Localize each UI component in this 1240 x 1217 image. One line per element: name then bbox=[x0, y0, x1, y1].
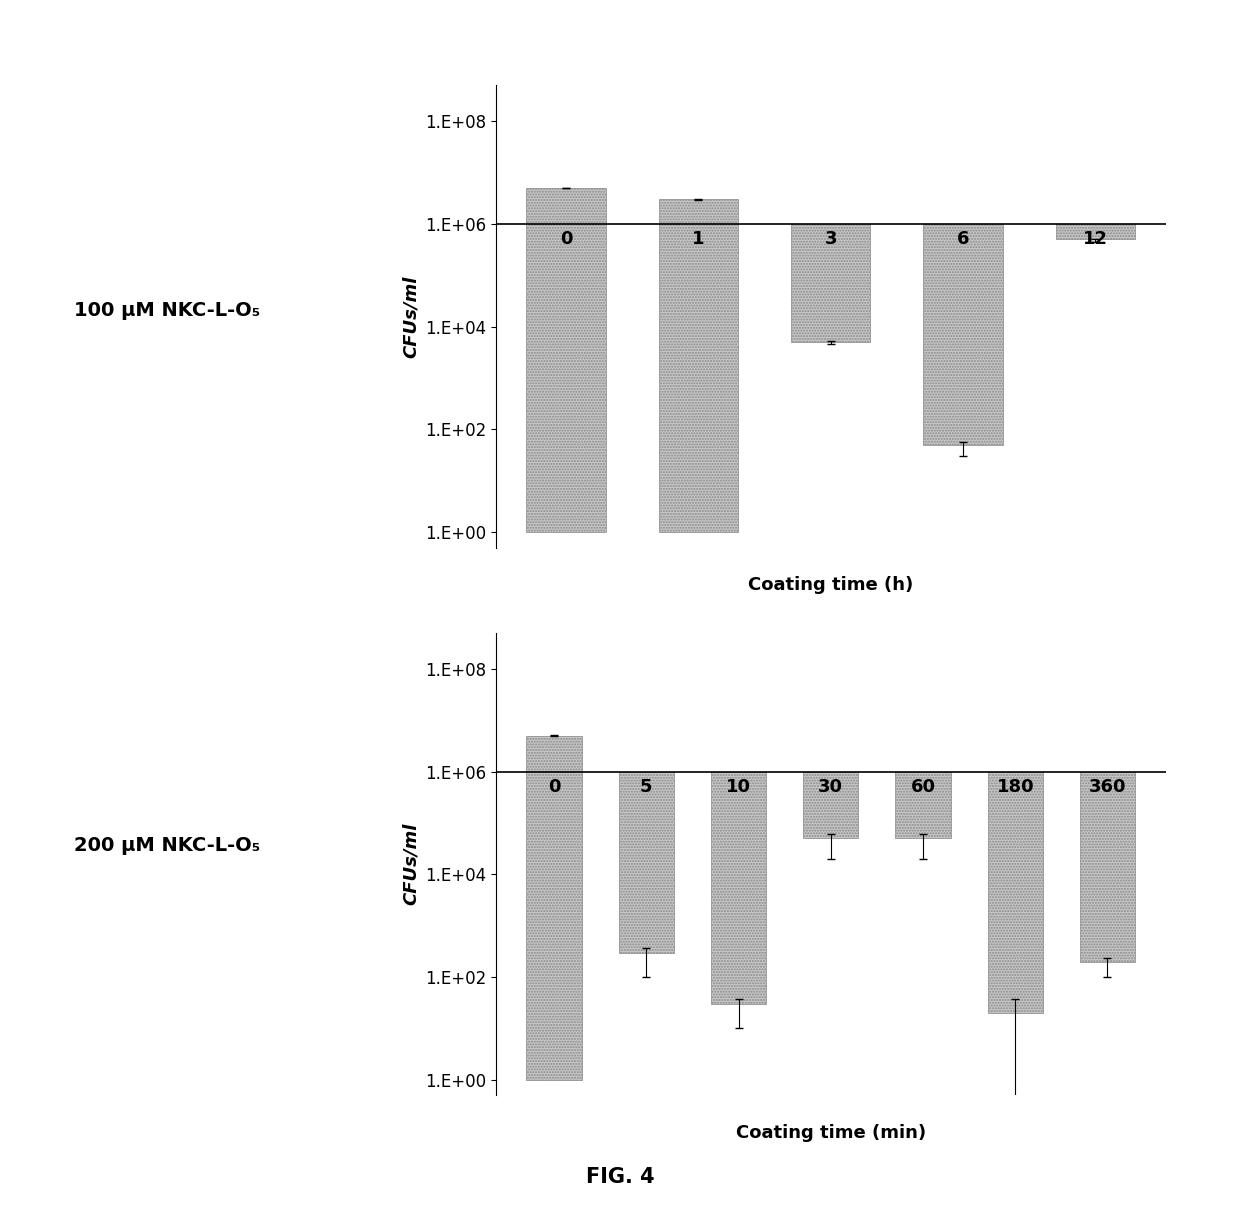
Y-axis label: CFUs/ml: CFUs/ml bbox=[402, 823, 419, 905]
Bar bbox=[791, 224, 870, 342]
X-axis label: Coating time (h): Coating time (h) bbox=[748, 576, 914, 594]
Bar bbox=[1080, 772, 1135, 961]
Text: 5: 5 bbox=[640, 778, 652, 796]
Bar bbox=[987, 772, 1043, 1013]
Text: 3: 3 bbox=[825, 230, 837, 248]
Text: FIG. 4: FIG. 4 bbox=[585, 1167, 655, 1187]
Bar bbox=[895, 772, 951, 839]
Text: 0: 0 bbox=[548, 778, 560, 796]
Bar bbox=[711, 772, 766, 1004]
Bar bbox=[1055, 224, 1135, 240]
Text: 12: 12 bbox=[1083, 230, 1109, 248]
X-axis label: Coating time (min): Coating time (min) bbox=[735, 1123, 926, 1142]
Text: 1: 1 bbox=[692, 230, 704, 248]
Text: 6: 6 bbox=[957, 230, 970, 248]
Text: 360: 360 bbox=[1089, 778, 1126, 796]
Y-axis label: CFUs/ml: CFUs/ml bbox=[402, 275, 419, 358]
Text: 180: 180 bbox=[997, 778, 1034, 796]
Bar bbox=[804, 772, 858, 839]
Bar bbox=[527, 735, 582, 1079]
Bar bbox=[658, 200, 738, 532]
Text: 60: 60 bbox=[910, 778, 935, 796]
Text: 30: 30 bbox=[818, 778, 843, 796]
Text: 100 μM NKC-L-O₅: 100 μM NKC-L-O₅ bbox=[74, 301, 260, 320]
Bar bbox=[924, 224, 1003, 445]
Text: 200 μM NKC-L-O₅: 200 μM NKC-L-O₅ bbox=[74, 836, 260, 856]
Bar bbox=[527, 187, 606, 532]
Text: 10: 10 bbox=[727, 778, 751, 796]
Bar bbox=[619, 772, 675, 953]
Text: 0: 0 bbox=[560, 230, 573, 248]
